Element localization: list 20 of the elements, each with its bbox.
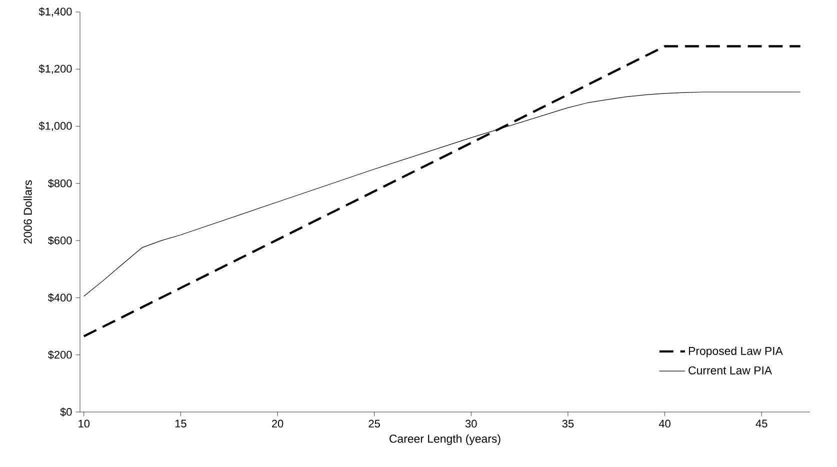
x-tick-label: 45 [756,420,768,428]
y-tick-label: $1,000 [38,122,72,132]
x-tick-label: 15 [175,420,186,428]
x-tick-label: 20 [272,420,284,428]
y-tick-label: $600 [48,236,72,246]
y-axis-title: 2006 Dollars [23,180,32,244]
y-tick-label: $1,400 [38,7,72,17]
x-tick-label: 35 [562,420,574,428]
legend-label: Proposed Law PIA [688,346,783,358]
y-tick-label: $200 [48,350,72,360]
y-tick-label: $400 [48,293,72,302]
y-tick-label: $0 [60,408,72,416]
y-tick-label: $800 [48,178,72,188]
x-tick-label: 30 [465,420,477,428]
x-tick-label: 25 [368,420,380,428]
x-axis-title: Career Length (years) [390,434,500,446]
y-tick-label: $1,200 [38,64,72,74]
x-tick-label: 40 [658,420,670,428]
x-tick-label: 10 [78,420,90,428]
legend-label: Current Law PIA [688,366,772,374]
